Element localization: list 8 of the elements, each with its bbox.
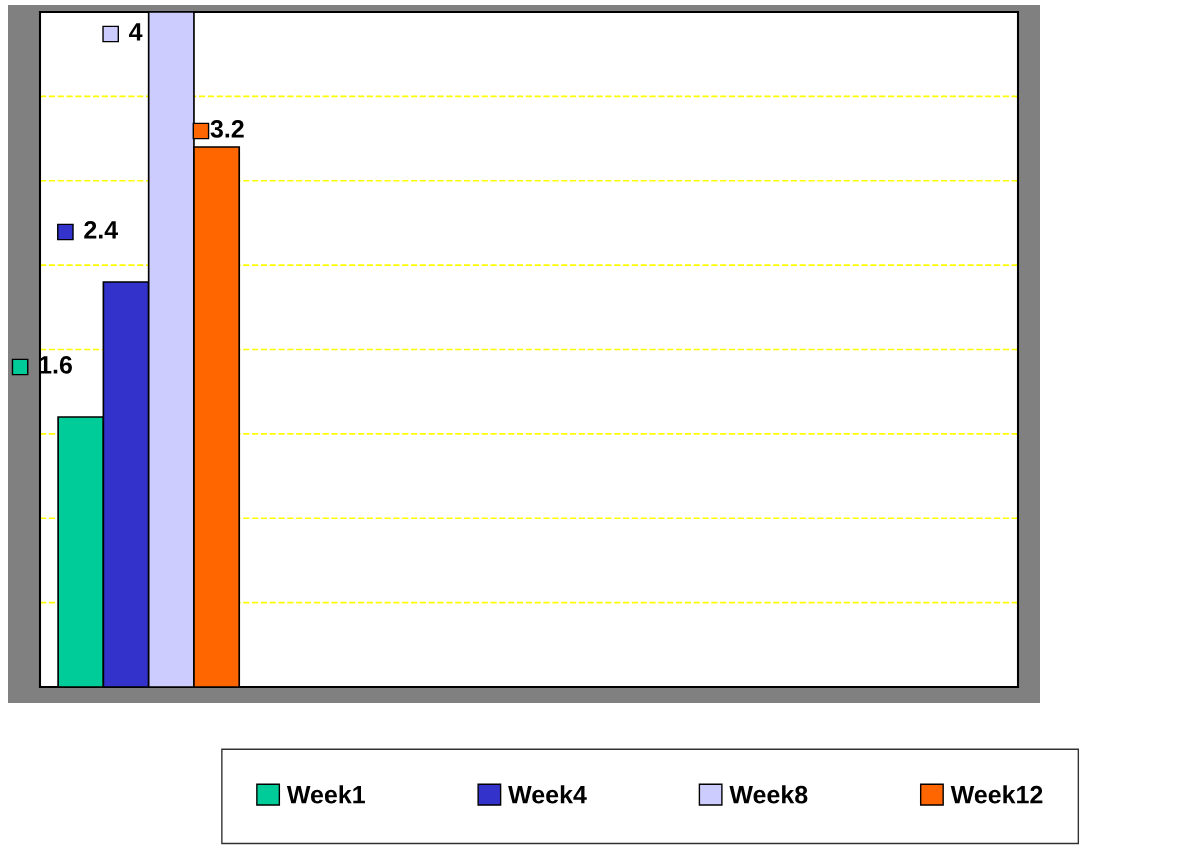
legend-label: Week4 bbox=[508, 785, 587, 804]
data-label: 3.2 bbox=[210, 120, 244, 138]
data-label: 2.4 bbox=[84, 221, 119, 239]
data-label: 1.6 bbox=[39, 356, 72, 374]
legend-label: Week12 bbox=[950, 785, 1043, 804]
legend-label: Week1 bbox=[286, 785, 365, 804]
legend-label: Week8 bbox=[729, 785, 808, 804]
data-label: 4 bbox=[129, 23, 143, 41]
